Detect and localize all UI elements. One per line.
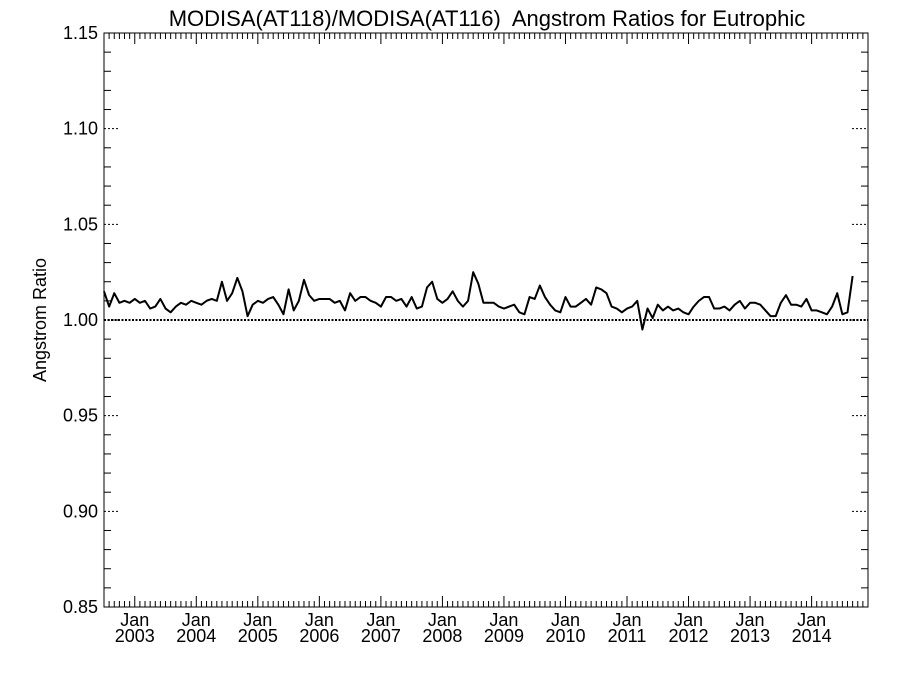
x-tick-label-month: Jan (120, 610, 149, 630)
y-axis-label: Angstrom Ratio (30, 258, 50, 382)
x-tick-label-month: Jan (736, 610, 765, 630)
x-tick-label-year: 2011 (608, 626, 647, 646)
x-tick-label-month: Jan (674, 610, 703, 630)
y-tick-label: 0.90 (63, 501, 98, 521)
x-tick-label-month: Jan (797, 610, 826, 630)
x-tick-label-year: 2014 (792, 626, 832, 646)
x-tick-label-month: Jan (551, 610, 580, 630)
x-tick-label-month: Jan (489, 610, 518, 630)
x-tick-label-year: 2003 (115, 626, 155, 646)
plot-area: 0.850.900.951.001.051.101.15Jan2003Jan20… (63, 23, 869, 646)
x-tick-label-year: 2012 (669, 626, 709, 646)
y-tick-label: 1.15 (63, 23, 98, 43)
x-tick-label-year: 2008 (422, 626, 462, 646)
x-tick-label-year: 2009 (484, 626, 524, 646)
x-tick-label-month: Jan (612, 610, 641, 630)
data-series-line (103, 271, 854, 331)
y-tick-label: 0.85 (63, 597, 98, 617)
x-tick-label-year: 2007 (361, 626, 401, 646)
x-tick-label-year: 2010 (545, 626, 585, 646)
x-tick-label-year: 2004 (176, 626, 216, 646)
y-tick-label: 1.00 (63, 310, 98, 330)
x-tick-label-month: Jan (366, 610, 395, 630)
x-tick-label-month: Jan (305, 610, 334, 630)
chart-title: MODISA(AT118)/MODISA(AT116) Angstrom Rat… (169, 6, 806, 31)
y-tick-label: 1.05 (63, 214, 98, 234)
x-tick-label-month: Jan (243, 610, 272, 630)
x-tick-label-year: 2013 (730, 626, 770, 646)
y-tick-label: 1.10 (63, 119, 98, 139)
x-tick-label-year: 2005 (238, 626, 278, 646)
y-tick-label: 0.95 (63, 406, 98, 426)
x-tick-label-year: 2006 (299, 626, 339, 646)
x-tick-label-month: Jan (182, 610, 211, 630)
x-tick-label-month: Jan (428, 610, 457, 630)
